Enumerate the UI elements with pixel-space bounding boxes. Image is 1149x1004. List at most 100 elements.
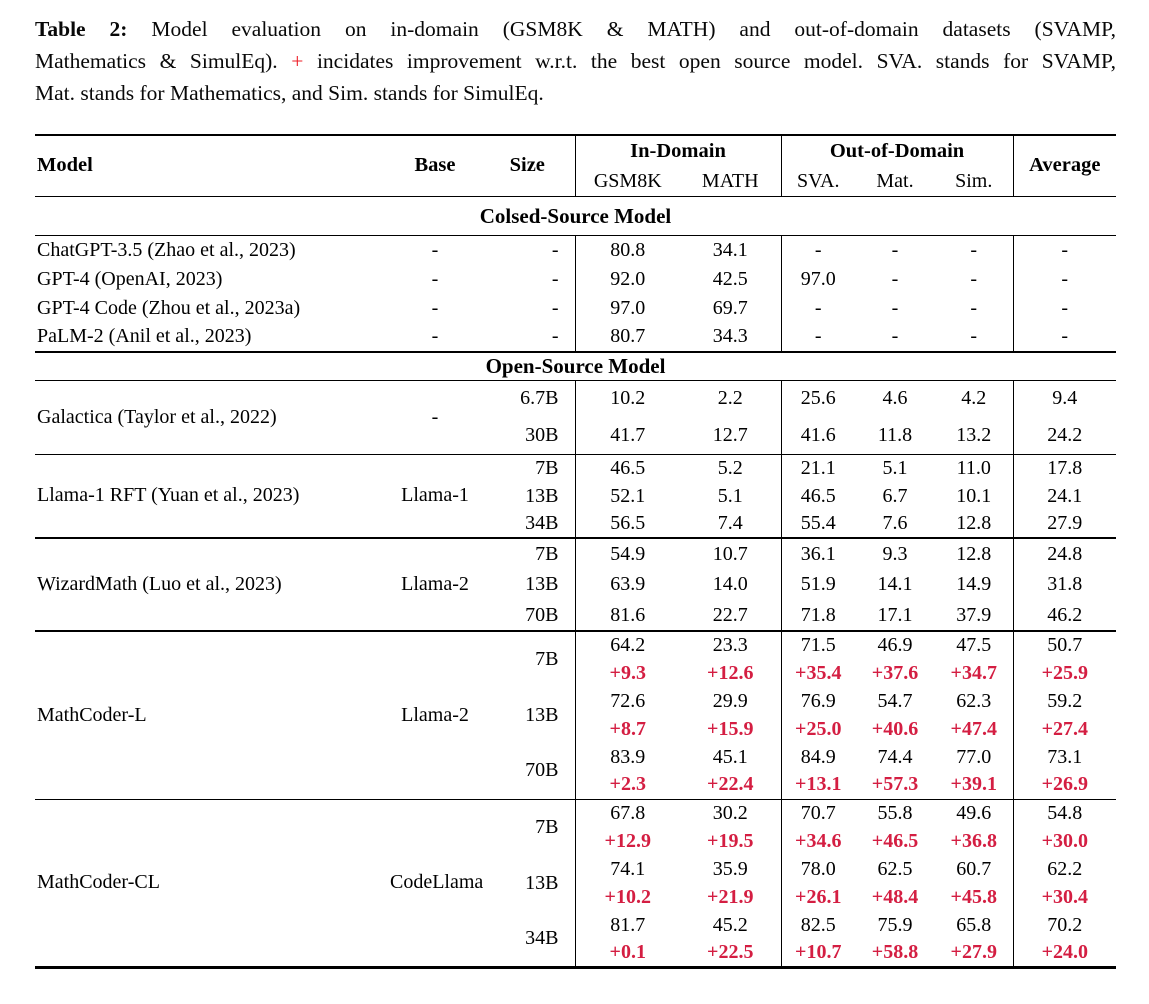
score-cell: -: [780, 235, 855, 265]
delta-cell: +30.0: [1012, 827, 1117, 855]
table-row: 34B 56.5 7.4 55.4 7.6 12.8 27.9: [35, 510, 1117, 538]
group-mathcoder-cl: MathCoder-CL CodeLlama 7B 67.8 30.2 70.7…: [35, 799, 1117, 967]
caption-label: Table 2:: [35, 17, 128, 41]
base-cell: -: [431, 325, 439, 347]
score-cell: 60.7: [956, 857, 992, 880]
score-cell: 34.1: [712, 238, 748, 261]
score-cell: 4.6: [882, 387, 908, 410]
score-cell: 63.9: [574, 569, 680, 600]
score-cell: 7.6: [882, 512, 908, 534]
model-cell: PaLM-2 (Anil et al., 2023): [37, 325, 252, 347]
delta-cell: +26.9: [1012, 771, 1117, 799]
score-cell: 74.4: [877, 745, 913, 768]
base-cell: Llama-2: [401, 573, 469, 595]
group-mathcoder-l: MathCoder-L Llama-2 7B 64.2 23.3 71.5 46…: [35, 631, 1117, 799]
caption-text: Mat. stands for Mathematics, and Sim. st…: [35, 81, 544, 105]
delta-cell: +15.9: [707, 717, 754, 740]
score-cell: 75.9: [877, 913, 913, 936]
col-header-base: Base: [414, 154, 456, 177]
col-header-sim: Sim.: [955, 170, 993, 192]
size-cell: 13B: [525, 703, 559, 726]
size-cell: 7B: [535, 456, 559, 479]
score-cell: 46.5: [574, 454, 680, 482]
table-row: ChatGPT-3.5 (Zhao et al., 2023) - - 80.8…: [35, 235, 1117, 265]
delta-cell: +25.0: [780, 715, 855, 743]
score-cell: -: [970, 267, 978, 290]
delta-cell: +37.6: [871, 661, 919, 684]
size-cell: 13B: [525, 573, 559, 595]
score-cell: 81.6: [574, 600, 680, 631]
delta-cell: +57.3: [871, 773, 919, 796]
delta-cell: +12.9: [574, 827, 680, 855]
score-cell: 46.9: [877, 634, 913, 656]
score-cell: 25.6: [780, 380, 855, 417]
score-cell: -: [891, 325, 899, 347]
model-cell: MathCoder-CL: [37, 871, 160, 893]
delta-cell: +47.4: [950, 717, 997, 740]
caption-line-3: Mat. stands for Mathematics, and Sim. st…: [35, 77, 1116, 109]
score-cell: 77.0: [956, 745, 992, 768]
score-cell: 67.8: [574, 799, 680, 827]
score-cell: -: [891, 267, 899, 290]
delta-cell: +35.4: [780, 659, 855, 687]
model-cell: Llama-1 RFT (Yuan et al., 2023): [37, 484, 300, 507]
delta-cell: +10.7: [780, 939, 855, 967]
caption-text: Model evaluation on in-domain (GSM8K & M…: [151, 17, 1117, 41]
score-cell: 47.5: [956, 634, 992, 656]
model-cell: Galactica (Taylor et al., 2022): [37, 405, 277, 428]
group-wizardmath: WizardMath (Luo et al., 2023) Llama-2 7B…: [35, 538, 1117, 631]
table-row: WizardMath (Luo et al., 2023) Llama-2 7B…: [35, 538, 1117, 595]
score-cell: 14.9: [956, 573, 992, 595]
size-cell: -: [551, 296, 559, 319]
base-cell: -: [431, 296, 439, 319]
table-row: +2.3 +22.4 +13.1 +57.3 +39.1 +26.9: [35, 771, 1117, 799]
score-cell: 27.9: [1012, 510, 1117, 538]
score-cell: 41.6: [780, 417, 855, 454]
score-cell: 74.1: [574, 855, 680, 883]
delta-cell: +40.6: [871, 717, 919, 740]
score-cell: 82.5: [780, 911, 855, 939]
score-cell: 69.7: [712, 296, 748, 319]
model-cell: WizardMath (Luo et al., 2023): [37, 573, 282, 595]
table-row: GPT-4 (OpenAI, 2023) - - 92.0 42.5 97.0 …: [35, 264, 1117, 294]
score-cell: 22.7: [712, 603, 748, 626]
size-cell: 7B: [535, 815, 559, 838]
score-cell: 55.8: [877, 801, 913, 824]
score-cell: 9.3: [882, 542, 908, 565]
col-header-gsm8k: GSM8K: [574, 167, 680, 197]
base-cell: -: [431, 267, 439, 290]
delta-cell: +2.3: [574, 771, 680, 799]
score-cell: 31.8: [1012, 569, 1117, 600]
score-cell: 81.7: [574, 911, 680, 939]
delta-cell: +0.1: [574, 939, 680, 967]
score-cell: 62.2: [1012, 855, 1117, 883]
header-row-groups: Model Base Size In-Domain Out-of-Domain …: [35, 135, 1117, 197]
score-cell: 41.7: [574, 417, 680, 454]
score-cell: 5.1: [882, 456, 908, 479]
table-row: 34B 81.7 45.2 82.5 75.9 65.8 70.2: [35, 911, 1117, 949]
table-row: +12.9 +19.5 +34.6 +46.5 +36.8 +30.0: [35, 827, 1117, 855]
score-cell: 62.3: [956, 689, 992, 712]
score-cell: 80.7: [574, 322, 680, 352]
delta-cell: +13.1: [780, 771, 855, 799]
score-cell: 5.2: [717, 456, 743, 479]
size-cell: 34B: [525, 512, 559, 534]
col-header-model: Model: [37, 154, 93, 177]
caption-text: Mathematics & SimulEq).: [35, 49, 278, 73]
col-header-math: MATH: [701, 170, 759, 192]
delta-cell: +34.6: [780, 827, 855, 855]
table-row: 30B 41.7 12.7 41.6 11.8 13.2 24.2: [35, 417, 1117, 454]
size-cell: 13B: [525, 484, 559, 507]
delta-cell: +22.5: [707, 940, 754, 963]
score-cell: -: [1012, 264, 1117, 294]
score-cell: 50.7: [1012, 631, 1117, 659]
section-title: Colsed-Source Model: [479, 203, 672, 228]
score-cell: 76.9: [780, 687, 855, 715]
score-cell: 12.8: [956, 542, 992, 565]
score-cell: -: [780, 293, 855, 323]
score-cell: 14.1: [877, 573, 913, 595]
delta-cell: +39.1: [950, 773, 997, 796]
delta-cell: +22.4: [707, 773, 754, 796]
table-row: Galactica (Taylor et al., 2022) - 6.7B 1…: [35, 380, 1117, 428]
